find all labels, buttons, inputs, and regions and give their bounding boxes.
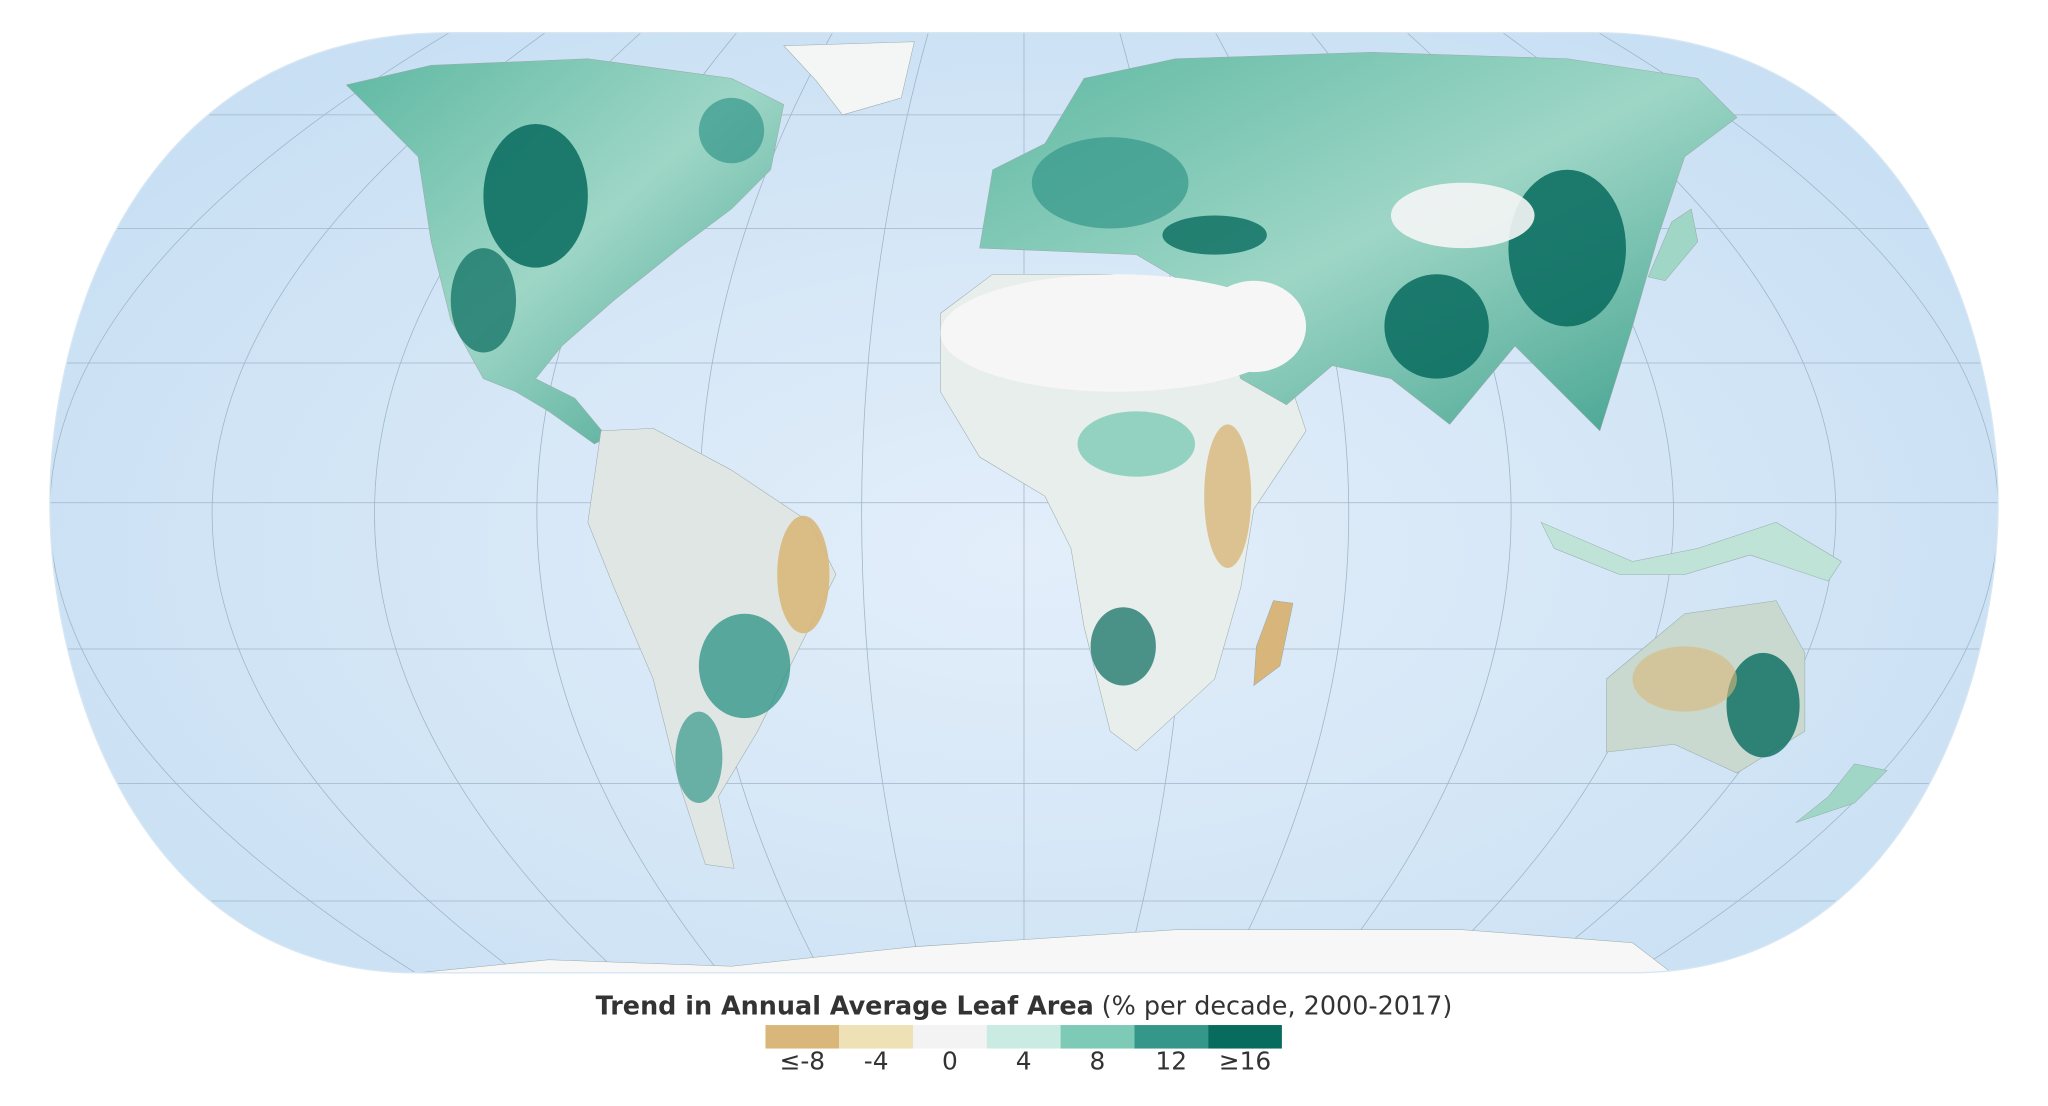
patch <box>1077 411 1196 477</box>
greenland <box>783 41 915 116</box>
patch <box>675 711 723 804</box>
indonesia <box>1540 521 1842 582</box>
meridian <box>861 32 929 973</box>
patch <box>698 97 765 164</box>
legend-swatch <box>1134 1025 1209 1049</box>
patch <box>1162 215 1267 255</box>
legend-label: 0 <box>942 1046 958 1075</box>
legend-label: ≥16 <box>1219 1046 1271 1075</box>
legend-swatch <box>839 1025 914 1049</box>
patch <box>1726 652 1800 758</box>
patch <box>1204 424 1252 569</box>
patch <box>777 515 830 634</box>
patch <box>1390 182 1535 249</box>
legend-title-main: Trend in Annual Average Leaf Area <box>596 992 1094 1022</box>
legend-label: ≤-8 <box>780 1046 826 1075</box>
legend-swatch <box>765 1025 840 1049</box>
legend-subtitle: (% per decade, 2000-2017) <box>1102 992 1453 1022</box>
legend-title: Trend in Annual Average Leaf Area (% per … <box>596 992 1453 1022</box>
legend-label: 12 <box>1155 1046 1187 1075</box>
new-zealand <box>1795 763 1888 823</box>
patch <box>1508 169 1626 327</box>
legend-swatch <box>986 1025 1061 1049</box>
legend-swatch <box>1060 1025 1135 1049</box>
patch <box>483 124 588 268</box>
legend-label: 8 <box>1090 1046 1106 1075</box>
legend-swatch <box>1208 1025 1282 1049</box>
legend-label: 4 <box>1016 1046 1032 1075</box>
legend-swatch <box>913 1025 987 1049</box>
patch <box>1031 137 1189 229</box>
patch <box>1632 646 1737 712</box>
meridian <box>211 32 546 973</box>
legend: ≤-8 -4 0 4 8 12 ≥16 <box>765 1025 1282 1075</box>
patch <box>1384 274 1489 379</box>
patch <box>698 613 791 719</box>
japan <box>1647 208 1699 282</box>
map-outline <box>49 31 1999 974</box>
patch <box>940 274 1293 392</box>
antarctica <box>418 929 1673 973</box>
patch <box>1090 607 1156 686</box>
patch <box>1201 280 1307 373</box>
madagascar <box>1253 600 1294 687</box>
trend-patches <box>450 97 1800 804</box>
patch <box>450 248 517 353</box>
legend-label: -4 <box>864 1046 889 1075</box>
